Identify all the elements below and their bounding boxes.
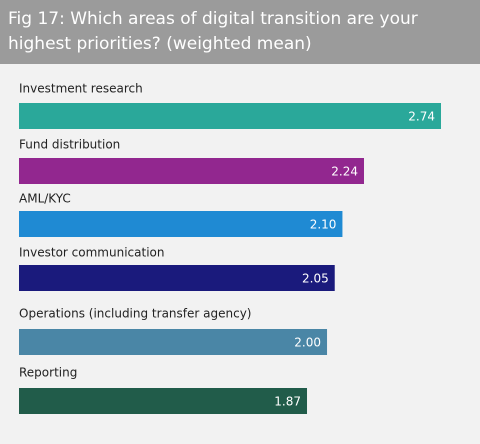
bar bbox=[19, 329, 328, 355]
bar bbox=[19, 211, 343, 237]
value-label: 2.74 bbox=[408, 110, 435, 124]
category-label: Investment research bbox=[19, 82, 143, 96]
category-label: Fund distribution bbox=[19, 138, 120, 152]
bar bbox=[19, 265, 335, 291]
category-label: AML/KYC bbox=[19, 192, 71, 206]
value-label: 2.00 bbox=[294, 336, 321, 350]
bar bbox=[19, 388, 308, 414]
value-label: 2.10 bbox=[310, 218, 337, 232]
value-label: 2.05 bbox=[302, 272, 329, 286]
chart-title: Fig 17: Which areas of digital transitio… bbox=[0, 0, 480, 64]
value-label: 2.24 bbox=[331, 165, 358, 179]
bar bbox=[19, 158, 364, 184]
category-label: Reporting bbox=[19, 366, 77, 380]
category-label: Operations (including transfer agency) bbox=[19, 307, 251, 321]
value-label: 1.87 bbox=[274, 395, 301, 409]
bar bbox=[19, 103, 441, 129]
category-label: Investor communication bbox=[19, 246, 164, 260]
